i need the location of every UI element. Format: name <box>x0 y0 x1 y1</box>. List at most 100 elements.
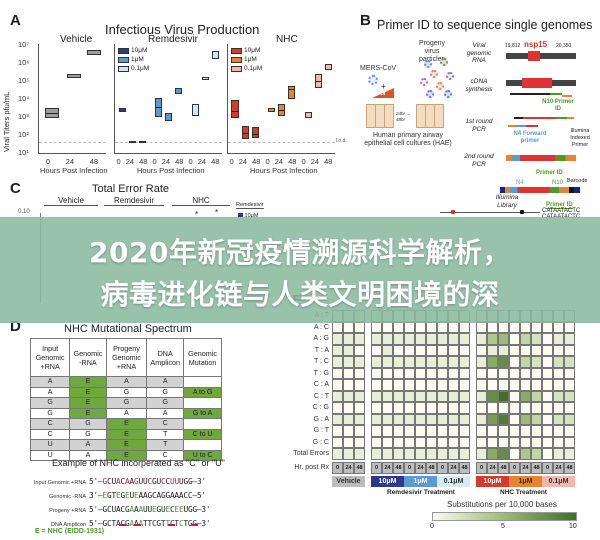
heatmap-group <box>476 413 575 425</box>
heatmap-cell <box>382 425 393 437</box>
legend-swatch <box>118 56 129 63</box>
heatmap-cell <box>498 402 509 414</box>
heatmap-cell <box>382 379 393 391</box>
heatmap-cell <box>531 448 542 460</box>
cell: A <box>105 407 148 419</box>
nhc-legend: 10μM 1μM 0.1μM <box>231 46 262 73</box>
heatmap-row: T : C <box>290 356 581 368</box>
heatmap-row: A : C <box>290 321 581 333</box>
heatmap-row-label: Total Errors <box>293 450 329 458</box>
heatmap-cell <box>404 448 415 460</box>
nhc-xticks: 0 24 48 0 24 48 0 24 48 <box>227 157 335 166</box>
heatmap-cell <box>487 413 498 425</box>
nsp15-label: nsp15 <box>524 40 548 49</box>
box-vehicle-0 <box>45 108 59 118</box>
mers-label: MERS-CoV <box>360 65 397 72</box>
primer-id-label: Primer ID <box>536 170 563 176</box>
panel-a-title: Infectious Virus Production <box>105 22 260 37</box>
vehicle-xticks: 0 24 48 <box>38 157 106 166</box>
heatmap-group <box>476 390 575 402</box>
heatmap-group <box>332 356 365 368</box>
heatmap-group <box>332 436 365 448</box>
read-line <box>440 212 540 213</box>
heatmap-cell <box>437 448 448 460</box>
heatmap-cell <box>476 356 487 368</box>
legend-label: 10μM <box>244 213 259 219</box>
heatmap-cell <box>415 367 426 379</box>
group-remdesivir: Remdesivir <box>104 196 164 206</box>
barcode-label: Barcode <box>567 178 588 184</box>
cell: A <box>69 449 107 461</box>
heatmap-cell <box>343 367 354 379</box>
virus-icon <box>440 58 448 66</box>
remdesivir-plot: 10μM 1μM 0.1μM <box>114 44 222 154</box>
xtick: 0 <box>265 157 270 166</box>
mutation-dot <box>451 210 455 214</box>
heatmap-group <box>371 448 470 460</box>
panel-c-title: Total Error Rate <box>92 183 170 195</box>
heatmap-row: C : A <box>290 379 581 391</box>
heatmap-cell <box>520 402 531 414</box>
heatmap-group <box>476 356 575 368</box>
heatmap-cell <box>393 390 404 402</box>
heatmap-cell <box>487 379 498 391</box>
cell: U to C <box>183 449 222 461</box>
heatmap-cell <box>498 413 509 425</box>
seq-progeny-value: 5'–GCUACGAAAUUEGUECEEUGG–3' <box>89 505 211 514</box>
heatmap-cell <box>553 425 564 437</box>
cell: G <box>69 428 107 440</box>
heatmap-cell <box>498 321 509 333</box>
heatmap-group <box>332 390 365 402</box>
ytick: 10⁷ <box>18 40 30 49</box>
heatmap-row-label: T : G <box>313 369 329 377</box>
progeny-label: Progeny virus particles <box>418 40 446 63</box>
hr-cell: 24 <box>448 462 459 474</box>
heatmap-cell <box>542 344 553 356</box>
title-overlay-banner: 2020年新冠疫情溯源科学解析， 病毒进化链与人类文明困境的深 <box>0 217 600 323</box>
hr-cells: 0 24 48 0 24 48 0 24 48 0 24 48 0 24 48 0 24 48 0 24 48 <box>332 462 581 474</box>
heatmap-row-label: T : C <box>313 358 329 366</box>
heatmap-cell <box>531 333 542 345</box>
xtick: 0 <box>301 157 306 166</box>
heatmap-cell <box>509 367 520 379</box>
heatmap-group <box>371 333 470 345</box>
heatmap-cell <box>553 321 564 333</box>
heatmap-cell <box>459 413 470 425</box>
remdesivir-legend: 10μM 1μM 0.1μM <box>118 46 149 73</box>
heatmap-cell <box>332 333 343 345</box>
heatmap-cell <box>520 333 531 345</box>
mutational-spectrum-table: Input Genomic +RNA Genomic -RNA Progeny … <box>29 338 222 461</box>
heatmap-cell <box>437 413 448 425</box>
legend-item: 10μM <box>118 46 149 55</box>
panel-c-legend-item: 10μM <box>238 213 258 219</box>
cell: E <box>69 407 107 419</box>
pcr1-strand <box>514 117 574 119</box>
box-rdv10-24 <box>129 141 136 143</box>
treatment-vehicle: Vehicle <box>332 476 365 487</box>
seq-label: Genomic -RNA <box>49 494 86 500</box>
xtick: 48 <box>139 157 148 166</box>
heatmap-cell <box>382 448 393 460</box>
hr-cell: 48 <box>498 462 509 474</box>
heatmap-cell <box>415 321 426 333</box>
heatmap-cell <box>448 436 459 448</box>
heatmap-row-label: G : T <box>313 427 329 435</box>
ytick: 10³ <box>18 112 29 121</box>
heatmap-cell <box>426 321 437 333</box>
heatmap-cell <box>393 448 404 460</box>
heatmap-cell <box>498 367 509 379</box>
cell: A <box>146 407 185 419</box>
heatmap-cell <box>437 321 448 333</box>
heatmap-cell <box>393 356 404 368</box>
heatmap-cell <box>354 379 365 391</box>
heatmap-cell <box>426 402 437 414</box>
heatmap-group <box>371 367 470 379</box>
virus-icon <box>368 75 378 85</box>
rx-label: Rx <box>378 91 386 97</box>
ytick: 10⁴ <box>18 94 30 103</box>
xtick: 48 <box>89 157 99 166</box>
seq-label: Input Genomic +RNA <box>33 480 86 486</box>
hr-group: 0 24 48 0 24 48 0 24 48 <box>371 462 470 474</box>
heatmap-cell <box>404 321 415 333</box>
